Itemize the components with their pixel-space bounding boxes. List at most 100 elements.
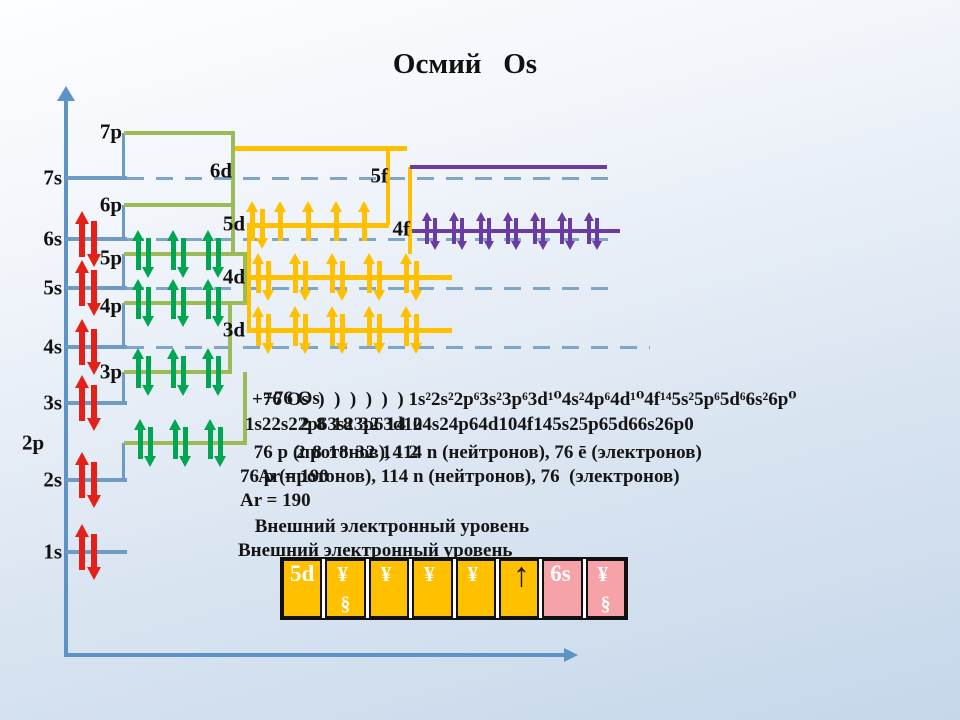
arrow-head-icon	[177, 316, 189, 327]
level-connector	[243, 372, 247, 443]
orbital-name-label: 6s	[550, 561, 571, 586]
arrow-head-icon	[74, 260, 89, 273]
arrow-head-icon	[212, 267, 224, 278]
level-label-6p: 6p	[99, 192, 122, 217]
protons-neutrons-line-2: 76 p (протонов), 114 n (нейтронов), 76 (…	[240, 466, 680, 487]
arrow-shaft	[425, 219, 429, 244]
electron-up-arrow	[132, 279, 144, 319]
arrow-head-icon	[262, 290, 274, 301]
level-label-4f: 4f	[392, 216, 411, 241]
electron-down-arrow	[142, 238, 154, 278]
level-label-2p: 2p	[22, 430, 45, 455]
electron-up-arrow	[202, 348, 214, 388]
arrow-shaft	[413, 314, 419, 345]
electron-up-arrow	[167, 348, 179, 388]
level-label-5p: 5p	[99, 245, 122, 270]
electron-up-arrow	[422, 212, 432, 244]
arrow-head-icon	[142, 385, 154, 396]
electron-up-arrow	[246, 201, 258, 241]
arrow-head-icon	[538, 241, 548, 250]
arrow-head-icon	[144, 456, 156, 467]
arrow-shaft	[376, 261, 382, 292]
config-line-superscript: +76 Os ) ) ) ) ) ) 1s²2s²2p⁶3s²3p⁶3d¹⁰4s…	[252, 389, 797, 410]
arrow-shaft	[433, 218, 437, 243]
electron-down-arrow	[212, 238, 224, 278]
electron-down-arrow	[177, 356, 189, 396]
arrow-shaft	[514, 218, 518, 243]
level-connector	[231, 133, 235, 205]
electron-down-arrow	[262, 314, 274, 354]
arrow-shaft	[366, 262, 372, 293]
arrow-head-icon	[169, 419, 181, 430]
energy-axis-y-arrow-icon	[57, 86, 75, 101]
electron-down-arrow	[373, 314, 385, 354]
arrow-head-icon	[246, 201, 258, 212]
electron-down-arrow	[177, 238, 189, 278]
arrow-shaft	[587, 219, 591, 244]
arrow-head-icon	[363, 306, 375, 317]
arrow-shaft	[413, 261, 419, 292]
electron-down-arrow	[86, 270, 102, 316]
level-connector	[122, 133, 125, 178]
electron-up-arrow	[584, 212, 594, 244]
arrow-shaft	[329, 262, 335, 293]
level-connector	[122, 303, 125, 347]
level-line-3d	[247, 327, 452, 333]
arrow-shaft	[533, 219, 537, 244]
level-label-1s: 1s	[43, 539, 62, 564]
level-label-3s: 3s	[43, 390, 62, 415]
outer-level-caption-2: Внешний электронный уровень	[238, 540, 513, 561]
electron-up-arrow	[400, 306, 412, 346]
table-cell-orbital: ¥	[412, 559, 453, 618]
level-label-3p: 3p	[99, 359, 122, 384]
arrow-head-icon	[74, 211, 89, 224]
arrow-head-icon	[358, 201, 370, 212]
level-label-5f: 5f	[370, 163, 389, 188]
electron-up-arrow	[449, 212, 459, 244]
level-line-4p	[124, 301, 247, 305]
level-connector	[386, 148, 390, 225]
electron-down-arrow	[86, 221, 102, 267]
table-cell-orbital: ¥ §	[585, 559, 626, 618]
electron-up-arrow	[204, 419, 216, 459]
level-label-7s: 7s	[43, 165, 62, 190]
ghost-text: 2 8 18 32 14 2	[300, 414, 424, 435]
electron-up-arrow	[476, 212, 486, 244]
electron-up-arrow	[252, 253, 264, 293]
electron-up-arrow	[400, 253, 412, 293]
arrow-shaft	[249, 210, 255, 241]
atomic-mass-line: Ar = 190	[240, 490, 311, 511]
electron-up-arrow	[274, 201, 286, 241]
arrow-shaft	[79, 463, 85, 498]
arrow-shaft	[215, 356, 221, 387]
electron-down-arrow	[511, 218, 521, 250]
arrow-shaft	[403, 262, 409, 293]
arrow-shaft	[180, 287, 186, 318]
arrow-shaft	[79, 386, 85, 421]
arrow-shaft	[170, 288, 176, 319]
arrow-shaft	[91, 534, 97, 569]
arrow-shaft	[135, 288, 141, 319]
arrow-shaft	[329, 315, 335, 346]
electron-up-arrow	[363, 253, 375, 293]
arrow-head-icon	[476, 212, 486, 221]
arrow-shaft	[403, 315, 409, 346]
arrow-shaft	[135, 239, 141, 270]
arrow-shaft	[255, 315, 261, 346]
arrow-head-icon	[202, 230, 214, 241]
arrow-head-icon	[167, 230, 179, 241]
arrow-shaft	[145, 356, 151, 387]
arrow-head-icon	[132, 348, 144, 359]
arrow-shaft	[506, 219, 510, 244]
arrow-head-icon	[511, 241, 521, 250]
spin-up-glyph: ¥	[337, 562, 348, 586]
arrow-head-icon	[373, 290, 385, 301]
arrow-shaft	[487, 218, 491, 243]
protons-neutrons-line-1: 76 p (протонов), 114 n (нейтронов), 76 ē…	[249, 442, 702, 463]
electron-up-arrow	[289, 253, 301, 293]
electron-up-arrow	[74, 211, 90, 257]
level-label-2s: 2s	[43, 467, 62, 492]
arrow-shaft	[91, 385, 97, 420]
arrow-head-icon	[430, 241, 440, 250]
